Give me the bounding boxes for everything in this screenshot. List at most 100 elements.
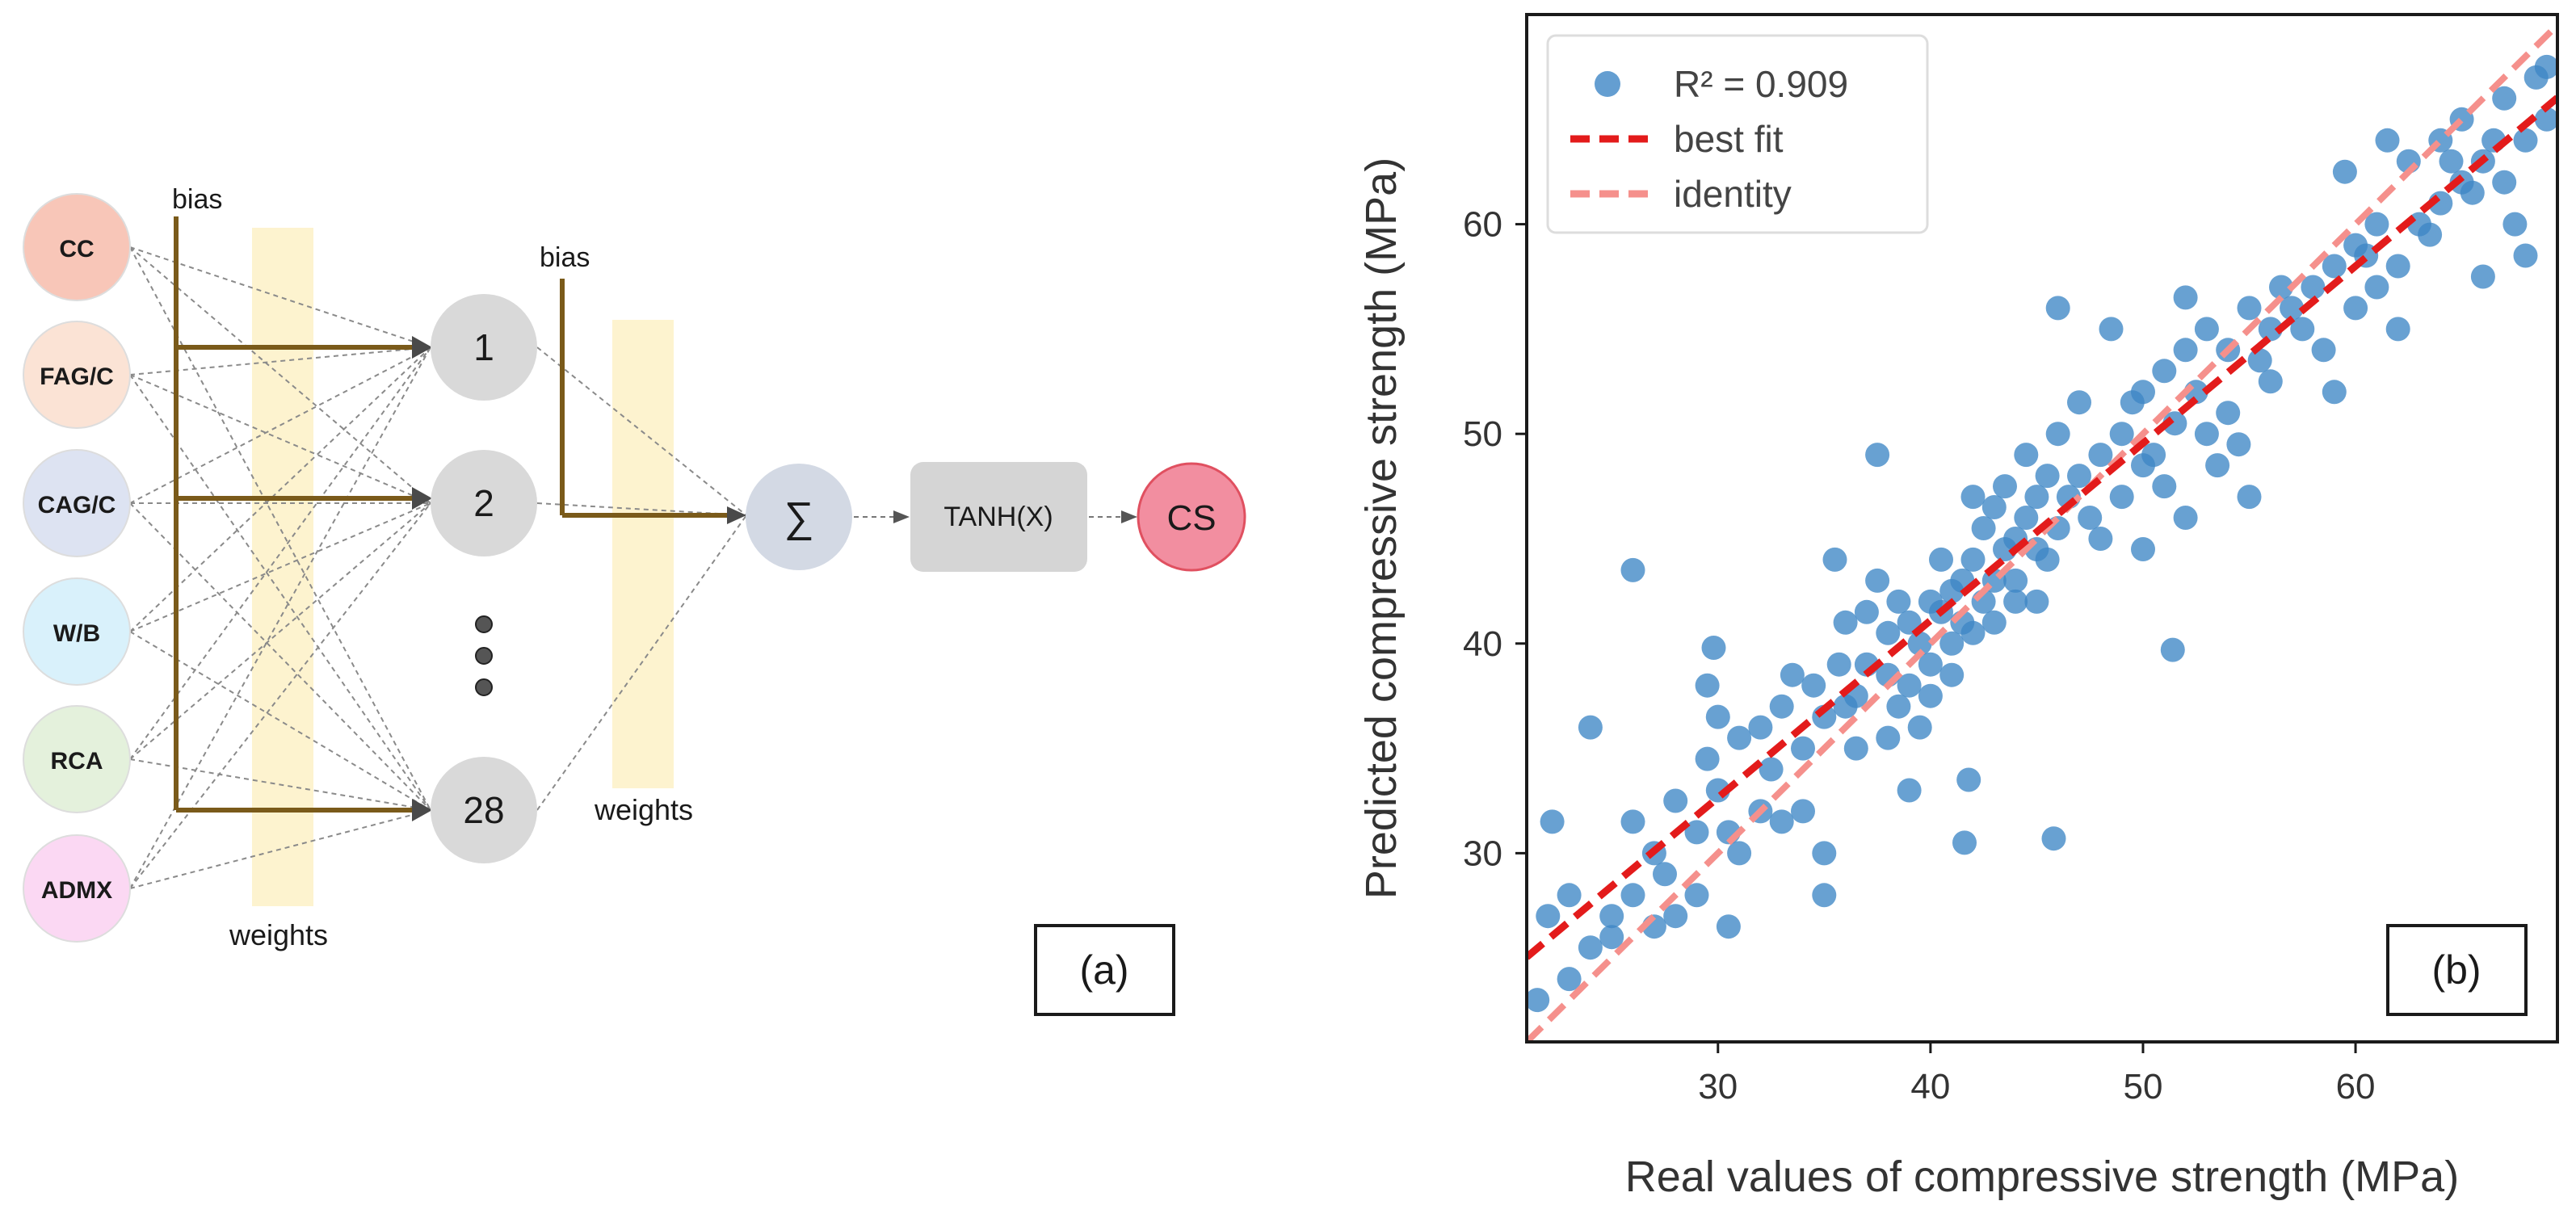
- y-tick-label: 60: [1463, 205, 1502, 245]
- y-tick-label: 50: [1463, 414, 1502, 454]
- input-node-cagc: CAG/C: [23, 449, 131, 557]
- input-node-rca: RCA: [23, 705, 131, 813]
- data-point: [1620, 809, 1645, 834]
- panel-a-network-diagram: bias bias weights weights CC FAG/C CAG/C…: [23, 184, 1246, 1016]
- data-point: [2280, 296, 2305, 321]
- legend-marker-points: [1595, 71, 1620, 97]
- legend-box: [1546, 34, 1929, 234]
- y-axis-ticks: 30 40 50 60: [1463, 205, 1527, 873]
- summation-node: ∑: [746, 464, 852, 570]
- data-point: [1599, 925, 1624, 950]
- data-point: [2088, 443, 2113, 468]
- data-point: [2041, 826, 2066, 851]
- data-point: [2035, 547, 2060, 572]
- hidden-label: 2: [473, 482, 494, 524]
- data-point: [1865, 443, 1890, 468]
- panel-b-scatter-chart: 30 40 50 60 30 40 50 60 Real values of compres…: [1357, 13, 2559, 1201]
- data-point: [2290, 317, 2315, 342]
- input-circle: [23, 834, 131, 943]
- data-point: [2152, 474, 2177, 499]
- data-point: [2141, 443, 2166, 468]
- arrow-head-node-1: [412, 336, 432, 359]
- legend: R² = 0.909 best fit identity: [1546, 34, 1929, 234]
- hidden-label: 28: [463, 789, 504, 831]
- data-point: [2003, 589, 2028, 614]
- data-point: [1684, 820, 1709, 845]
- data-point: [1918, 652, 1943, 677]
- data-point: [2492, 170, 2517, 195]
- data-point: [2109, 485, 2134, 510]
- input-circle: [23, 193, 131, 301]
- data-point: [2237, 296, 2262, 321]
- activation-rect: [910, 462, 1087, 572]
- data-point: [1557, 967, 1582, 992]
- data-point: [2470, 264, 2495, 289]
- data-point: [2460, 180, 2485, 205]
- data-point: [1684, 883, 1709, 908]
- best-fit-line: [1527, 94, 2557, 960]
- data-point: [2173, 285, 2198, 310]
- data-point: [2067, 464, 2091, 489]
- x-tick-label: 50: [2123, 1067, 2162, 1107]
- y-tick-label: 30: [1463, 834, 1502, 873]
- hidden-node-2: 2: [431, 450, 537, 556]
- panel-a-label: (a): [1079, 947, 1128, 993]
- hidden-layer: 1 2 28: [431, 294, 537, 863]
- y-axis-label: Predicted compressive strength (MPa): [1357, 157, 1406, 899]
- data-point: [1540, 809, 1565, 834]
- data-point: [1876, 725, 1901, 750]
- data-point: [1886, 589, 1911, 614]
- data-point: [2258, 369, 2283, 394]
- data-point: [1960, 485, 1986, 510]
- weights-band-2: [612, 320, 674, 788]
- data-point: [2152, 359, 2177, 384]
- connection-line: [129, 346, 431, 889]
- weights-band-1: [252, 228, 313, 906]
- hidden-circle: [431, 757, 537, 863]
- data-point: [2258, 317, 2283, 342]
- input-circle: [23, 705, 131, 813]
- connection-lines: [129, 246, 747, 889]
- data-point: [1769, 809, 1794, 834]
- data-point: [1981, 610, 2007, 635]
- data-point: [1791, 799, 1815, 824]
- data-point: [2301, 275, 2326, 300]
- data-point: [1822, 547, 1847, 572]
- connector-arrow: [893, 510, 910, 523]
- data-point: [1801, 673, 1826, 698]
- data-point: [2024, 485, 2049, 510]
- data-point: [1826, 652, 1851, 677]
- data-point: [1843, 736, 1868, 761]
- activation-box: TANH(X): [910, 462, 1087, 572]
- data-point: [2534, 54, 2557, 79]
- data-point: [1897, 673, 1922, 698]
- data-point: [1620, 557, 1645, 582]
- data-point: [2502, 212, 2528, 237]
- data-point: [2194, 317, 2219, 342]
- panel-a-label-box: [1034, 924, 1175, 1016]
- data-point: [2332, 159, 2357, 184]
- x-axis-label: Real values of compressive strength (MPa…: [1625, 1153, 2459, 1201]
- data-point: [1653, 862, 1677, 887]
- data-point: [2014, 443, 2039, 468]
- data-point: [2364, 275, 2389, 300]
- data-point: [1527, 988, 1550, 1013]
- input-circle: [23, 449, 131, 557]
- data-point: [1727, 725, 1752, 750]
- input-circle: [23, 321, 131, 429]
- data-point: [2385, 317, 2410, 342]
- data-point: [2205, 453, 2230, 478]
- data-point: [1854, 599, 1879, 624]
- hidden-circle: [431, 450, 537, 556]
- input-label: W/B: [53, 620, 100, 647]
- sum-circle: [746, 464, 852, 570]
- output-node: CS: [1137, 462, 1246, 572]
- data-point: [1918, 683, 1943, 708]
- data-point: [1993, 474, 2017, 499]
- data-point: [2375, 128, 2400, 153]
- data-point: [1705, 704, 1730, 729]
- data-point: [1812, 883, 1837, 908]
- data-point: [2014, 506, 2039, 530]
- data-point: [2226, 432, 2251, 457]
